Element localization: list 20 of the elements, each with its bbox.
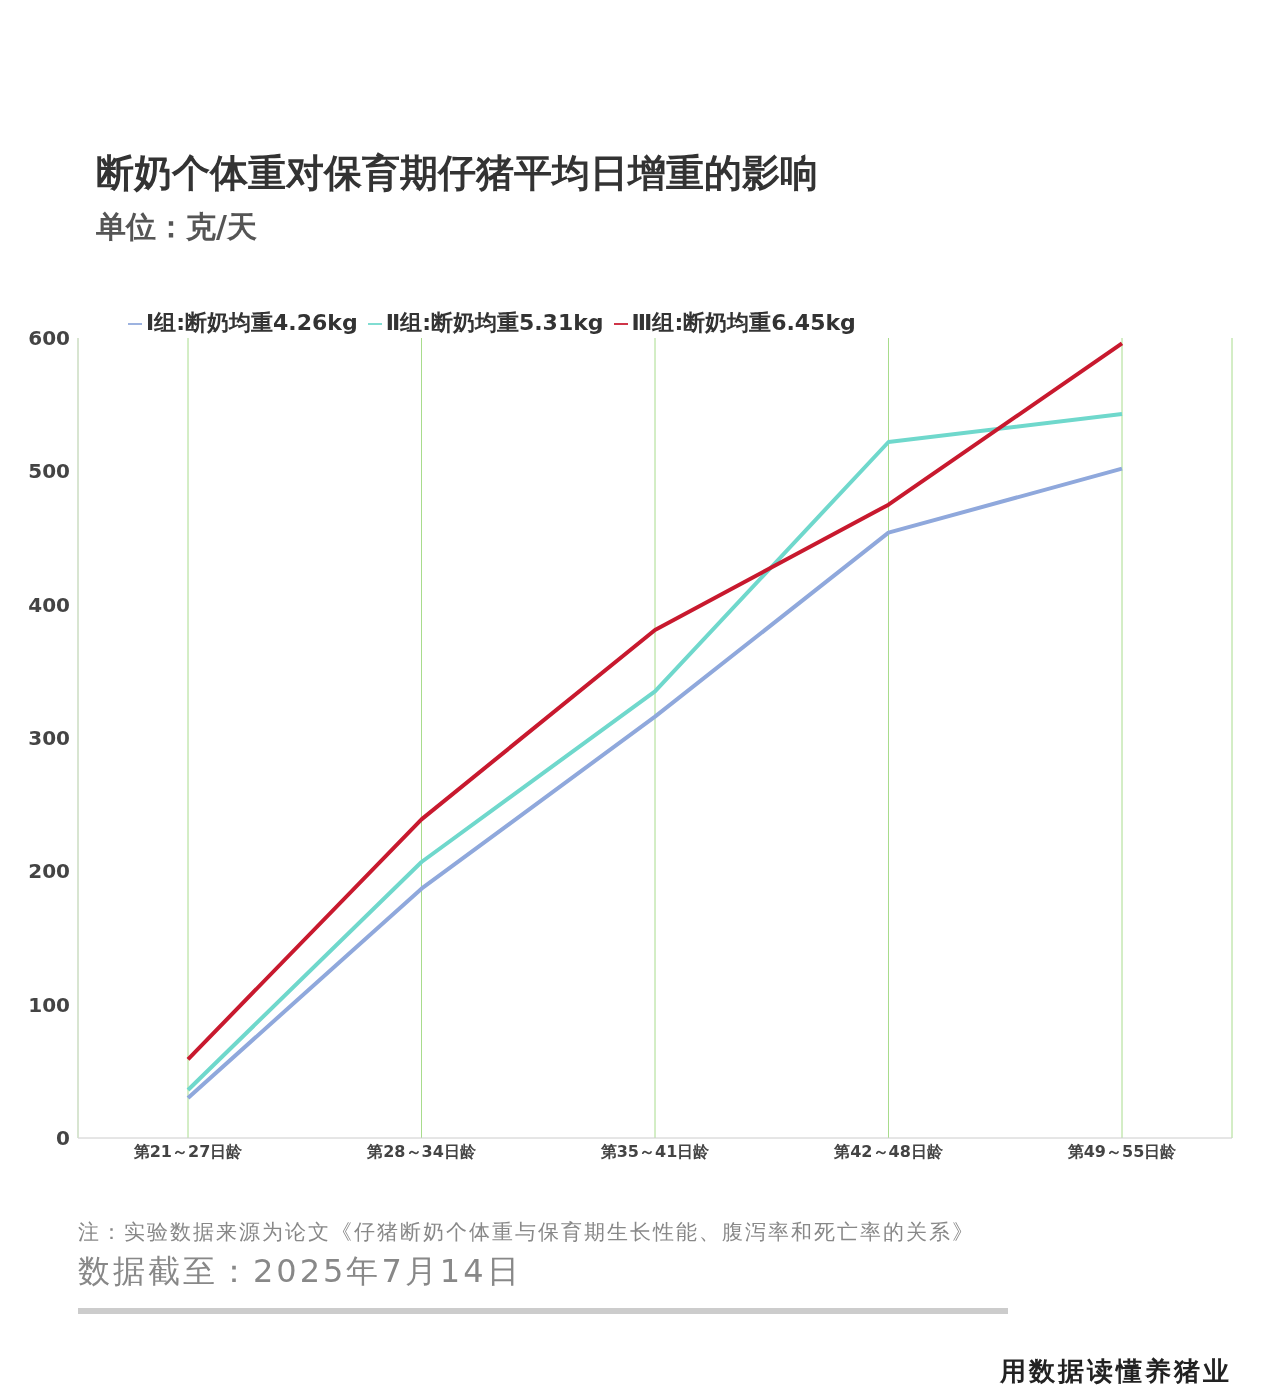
x-tick-label: 第49～55日龄 [1066, 1142, 1178, 1162]
y-tick-label: 300 [28, 726, 70, 751]
y-tick-label: 0 [56, 1126, 70, 1151]
text: 注：实验数据来源为论文《仔猪断奶个体重与保育期生长性能、腹泻率和死亡率的关系》 [78, 1219, 976, 1246]
y-tick-label: 200 [28, 859, 70, 884]
y-tick-label: 600 [28, 326, 70, 351]
x-tick-label: 第21～27日龄 [132, 1142, 244, 1162]
legend-label: Ⅲ组:断奶均重6.45kg [631, 310, 856, 335]
y-tick-label: 400 [28, 592, 70, 617]
x-tick-label: 第42～48日龄 [833, 1142, 944, 1162]
x-tick-label: 第28～34日龄 [366, 1142, 477, 1162]
legend-label: Ⅱ组:断奶均重5.31kg [385, 310, 604, 335]
y-tick-label: 500 [28, 459, 70, 484]
chart-title: 断奶个体重对保育期仔猪平均日增重的影响 [96, 150, 819, 197]
legend-label: Ⅰ组:断奶均重4.26kg [146, 310, 358, 335]
x-tick-label: 第35～41日龄 [599, 1142, 711, 1162]
text: 用数据读懂养猪业 [999, 1355, 1233, 1388]
y-tick-label: 100 [28, 992, 70, 1017]
text: 数据截至：2025年7月14日 [78, 1251, 523, 1292]
chart-subtitle: 单位：克/天 [96, 208, 258, 246]
